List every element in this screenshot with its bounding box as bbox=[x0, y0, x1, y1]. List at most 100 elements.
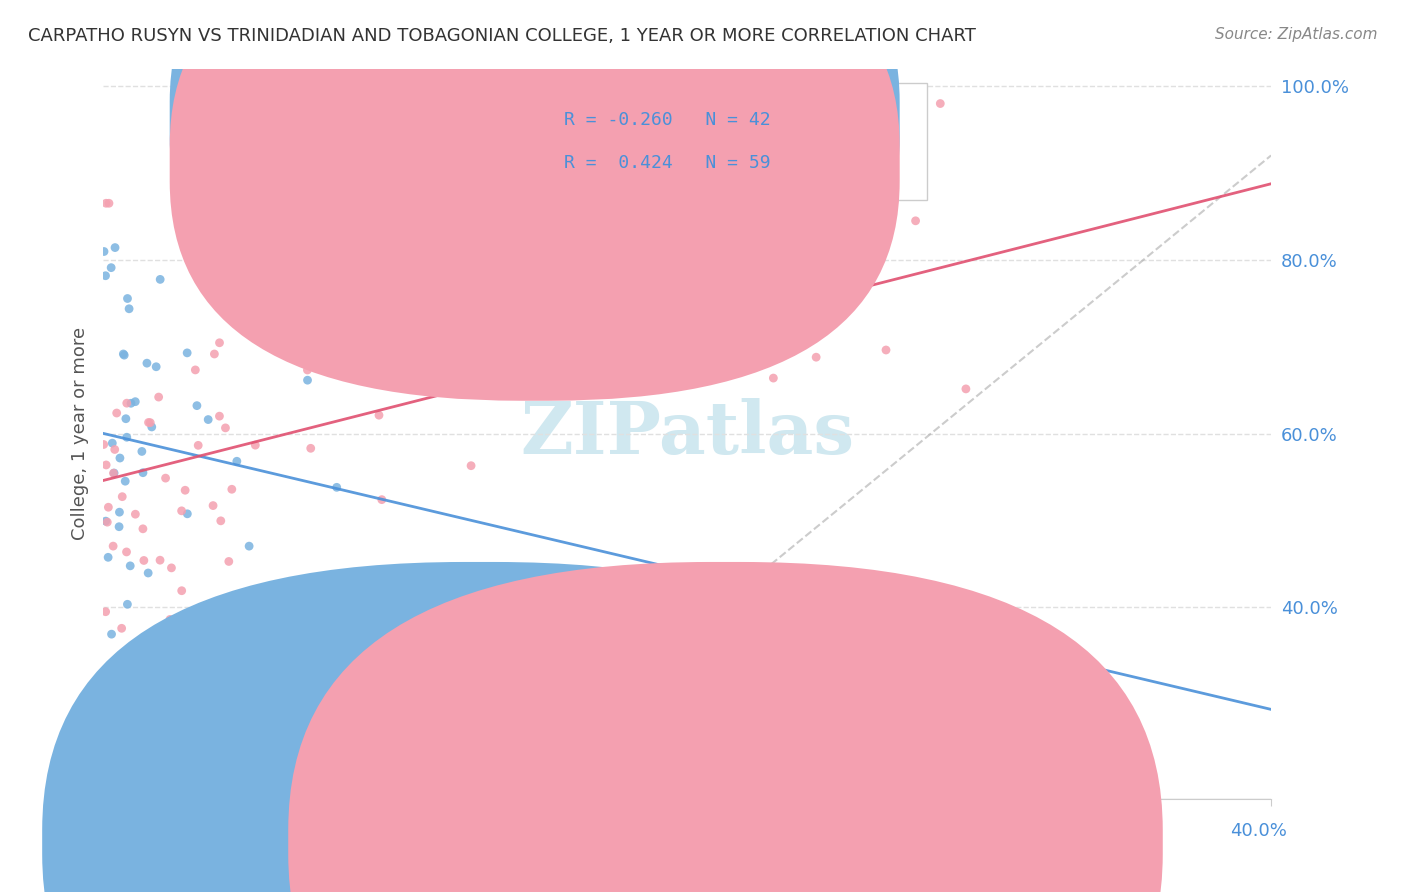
Text: CARPATHO RUSYN VS TRINIDADIAN AND TOBAGONIAN COLLEGE, 1 YEAR OR MORE CORRELATION: CARPATHO RUSYN VS TRINIDADIAN AND TOBAGO… bbox=[28, 27, 976, 45]
Point bbox=[325, 480, 347, 494]
Point bbox=[160, 561, 183, 575]
Point bbox=[208, 409, 231, 424]
Point bbox=[368, 408, 391, 422]
Point bbox=[96, 515, 118, 529]
Point bbox=[297, 363, 319, 377]
Point bbox=[139, 416, 162, 430]
Point bbox=[111, 621, 134, 635]
Point bbox=[101, 756, 124, 771]
Point bbox=[209, 514, 232, 528]
Point bbox=[94, 514, 117, 528]
Point bbox=[170, 504, 193, 518]
Point bbox=[108, 519, 131, 533]
Point bbox=[94, 196, 117, 211]
Point bbox=[197, 412, 219, 426]
Point bbox=[118, 301, 141, 316]
Point bbox=[159, 612, 181, 626]
Point bbox=[155, 471, 177, 485]
Point bbox=[238, 539, 260, 553]
Point bbox=[104, 442, 127, 457]
Point bbox=[100, 627, 122, 641]
Point bbox=[101, 436, 124, 450]
Text: Source: ZipAtlas.com: Source: ZipAtlas.com bbox=[1215, 27, 1378, 42]
Point bbox=[108, 450, 131, 465]
Point bbox=[101, 539, 124, 553]
Point bbox=[115, 411, 138, 425]
Point bbox=[1026, 626, 1049, 640]
Point bbox=[170, 583, 193, 598]
Point bbox=[245, 438, 267, 452]
Point bbox=[131, 444, 153, 458]
Point bbox=[149, 553, 172, 567]
Point bbox=[132, 553, 155, 567]
Point bbox=[187, 438, 209, 452]
Text: Trinidadians and Tobagonians: Trinidadians and Tobagonians bbox=[745, 832, 1011, 850]
Point bbox=[671, 307, 693, 321]
Point bbox=[184, 363, 207, 377]
Point bbox=[186, 399, 208, 413]
Point bbox=[114, 474, 136, 488]
Point bbox=[904, 214, 927, 228]
FancyBboxPatch shape bbox=[170, 0, 900, 401]
Point bbox=[371, 492, 394, 507]
Point bbox=[105, 406, 128, 420]
Point bbox=[225, 454, 247, 468]
Point bbox=[267, 616, 290, 631]
Point bbox=[214, 421, 236, 435]
Point bbox=[103, 466, 125, 480]
Point bbox=[586, 248, 609, 262]
Point bbox=[96, 458, 118, 472]
Point bbox=[120, 396, 142, 410]
Text: ZIPatlas: ZIPatlas bbox=[520, 398, 855, 469]
Point bbox=[132, 522, 155, 536]
Point bbox=[252, 277, 274, 292]
Point bbox=[112, 348, 135, 362]
Point bbox=[804, 350, 827, 364]
Point bbox=[875, 343, 897, 357]
Point bbox=[103, 466, 125, 480]
Point bbox=[174, 483, 197, 498]
Point bbox=[112, 347, 135, 361]
Point bbox=[929, 96, 952, 111]
Point bbox=[149, 272, 172, 286]
Point bbox=[145, 359, 167, 374]
Point bbox=[97, 500, 120, 515]
Point bbox=[955, 382, 977, 396]
Point bbox=[94, 268, 117, 283]
Text: 40.0%: 40.0% bbox=[1230, 822, 1286, 840]
Point bbox=[111, 490, 134, 504]
Point bbox=[136, 356, 159, 370]
Point bbox=[202, 499, 225, 513]
Text: R =  0.424   N = 59: R = 0.424 N = 59 bbox=[564, 154, 770, 172]
Point bbox=[97, 550, 120, 565]
Point bbox=[208, 335, 231, 350]
Point bbox=[124, 394, 146, 409]
Point bbox=[108, 505, 131, 519]
Point bbox=[138, 416, 160, 430]
Text: 0.0%: 0.0% bbox=[105, 822, 150, 840]
Point bbox=[115, 545, 138, 559]
Point bbox=[218, 554, 240, 568]
Point bbox=[94, 605, 117, 619]
FancyBboxPatch shape bbox=[170, 0, 900, 357]
Point bbox=[115, 430, 138, 444]
Point bbox=[124, 507, 146, 521]
Point bbox=[176, 346, 198, 360]
Point bbox=[762, 371, 785, 385]
Point bbox=[221, 483, 243, 497]
Point bbox=[299, 442, 322, 456]
FancyBboxPatch shape bbox=[495, 83, 927, 200]
Y-axis label: College, 1 year or more: College, 1 year or more bbox=[72, 327, 89, 541]
Point bbox=[141, 420, 163, 434]
Point bbox=[93, 244, 115, 259]
Point bbox=[361, 317, 384, 331]
Point bbox=[120, 558, 142, 573]
Point bbox=[132, 466, 155, 480]
Point bbox=[100, 260, 122, 275]
Point bbox=[98, 196, 121, 211]
Point bbox=[136, 566, 159, 580]
Point bbox=[281, 609, 304, 624]
Point bbox=[394, 352, 416, 367]
Point bbox=[104, 241, 127, 255]
Point bbox=[115, 396, 138, 410]
